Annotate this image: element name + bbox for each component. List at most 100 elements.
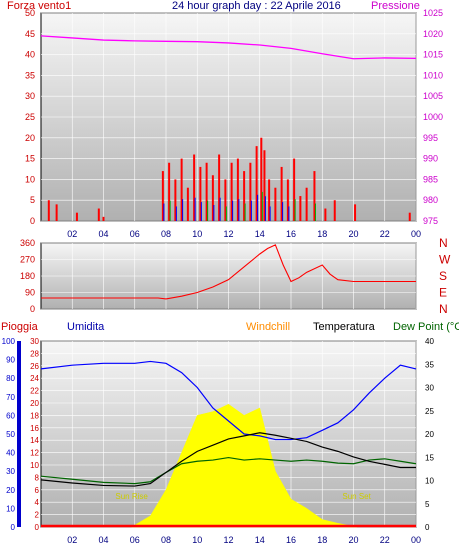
temp-tick-label: 4 <box>35 498 40 507</box>
solar-radiation-area <box>130 403 357 528</box>
pressure-tick-label: 1015 <box>423 50 443 60</box>
rain-tick-label: 80 <box>6 374 15 383</box>
temp-tick-label: 0 <box>35 523 40 532</box>
right-tick-label: 35 <box>425 360 434 369</box>
pressure-tick-label: 980 <box>423 195 438 205</box>
rain-tick-label: 40 <box>6 449 15 458</box>
right-tick-label: 40 <box>425 337 434 346</box>
wind-tick-label: 35 <box>25 70 35 80</box>
pressure-tick-label: 1000 <box>423 112 443 122</box>
dewpoint-line <box>40 456 417 485</box>
pressure-tick-label: 1005 <box>423 91 443 101</box>
rain-tick-label: 20 <box>6 486 15 495</box>
compass-label: N <box>439 302 448 316</box>
x-tick-label: 20 <box>348 229 358 239</box>
wind-tick-label: 40 <box>25 50 35 60</box>
x-tick-label: 04 <box>98 535 108 545</box>
right-tick-label: 25 <box>425 407 434 416</box>
right-tick-label: 15 <box>425 453 434 462</box>
pressure-line <box>40 35 417 60</box>
rain-tick-label: 70 <box>6 393 15 402</box>
x-tick-label: 14 <box>255 535 265 545</box>
wind-axis-title: Forza vento1 <box>7 0 72 12</box>
pressure-tick-label: 1025 <box>423 8 443 18</box>
x-tick-label: 14 <box>255 229 265 239</box>
pressure-axis-title: Pressione <box>371 0 420 12</box>
temp-tick-label: 10 <box>30 461 39 470</box>
rain-axis-title: Pioggia <box>1 321 38 333</box>
x-tick-label: 22 <box>380 535 390 545</box>
temp-tick-label: 26 <box>30 362 39 371</box>
temp-tick-label: 8 <box>35 473 40 482</box>
pressure-tick-label: 995 <box>423 133 438 143</box>
temp-tick-label: 14 <box>30 436 39 445</box>
x-tick-label: 02 <box>67 535 77 545</box>
right-tick-label: 30 <box>425 384 434 393</box>
temp-tick-label: 28 <box>30 349 39 358</box>
pressure-tick-label: 985 <box>423 174 438 184</box>
winddir-tick-label: 180 <box>20 271 35 281</box>
x-tick-label: 08 <box>161 535 171 545</box>
rain-tick-label: 30 <box>6 467 15 476</box>
x-tick-label: 06 <box>130 229 140 239</box>
compass-label: E <box>439 286 447 300</box>
dewpoint-title: Dew Point (°C <box>393 321 459 333</box>
wind-tick-label: 30 <box>25 91 35 101</box>
pressure-tick-label: 1010 <box>423 70 443 80</box>
temp-tick-label: 2 <box>35 511 40 520</box>
wind-tick-label: 25 <box>25 112 35 122</box>
temp-tick-label: 22 <box>30 387 39 396</box>
x-tick-label: 16 <box>286 535 296 545</box>
windchill-title: Windchill <box>246 321 291 333</box>
humidity-axis-bar <box>17 341 21 527</box>
compass-label: N <box>439 236 448 250</box>
x-tick-label: 00 <box>411 229 421 239</box>
wind-direction-line <box>41 244 416 300</box>
sun-set-label: Sun Set <box>342 492 371 501</box>
rain-tick-label: 90 <box>6 356 15 365</box>
x-tick-label: 12 <box>223 229 233 239</box>
wind-tick-label: 15 <box>25 154 35 164</box>
pressure-tick-label: 1020 <box>423 29 443 39</box>
right-tick-label: 20 <box>425 430 434 439</box>
rain-tick-label: 50 <box>6 430 15 439</box>
wind-tick-label: 20 <box>25 133 35 143</box>
sun-rise-label: Sun Rise <box>115 492 148 501</box>
x-tick-label: 18 <box>317 229 327 239</box>
x-tick-label: 02 <box>67 229 77 239</box>
x-tick-label: 10 <box>192 535 202 545</box>
humidity-axis-title: Umidita <box>67 321 105 333</box>
rain-tick-label: 10 <box>6 504 15 513</box>
wind-tick-label: 5 <box>30 195 35 205</box>
temp-tick-label: 30 <box>30 337 39 346</box>
right-tick-label: 5 <box>425 500 430 509</box>
x-tick-label: 10 <box>192 229 202 239</box>
right-tick-label: 10 <box>425 477 434 486</box>
pressure-tick-label: 975 <box>423 216 438 226</box>
temp-tick-label: 24 <box>30 374 39 383</box>
temp-tick-label: 12 <box>30 449 39 458</box>
x-tick-label: 18 <box>317 535 327 545</box>
winddir-tick-label: 90 <box>25 288 35 298</box>
temp-tick-label: 20 <box>30 399 39 408</box>
x-tick-label: 06 <box>130 535 140 545</box>
wind-tick-label: 50 <box>25 8 35 18</box>
rain-tick-label: 60 <box>6 411 15 420</box>
winddir-tick-label: 360 <box>20 238 35 248</box>
compass-label: S <box>439 269 447 283</box>
x-tick-label: 00 <box>411 535 421 545</box>
compass-label: W <box>439 253 451 267</box>
x-tick-label: 04 <box>98 229 108 239</box>
rain-tick-label: 0 <box>11 523 16 532</box>
temp-tick-label: 16 <box>30 424 39 433</box>
x-tick-label: 22 <box>380 229 390 239</box>
x-tick-label: 16 <box>286 229 296 239</box>
x-tick-label: 12 <box>223 535 233 545</box>
right-tick-label: 0 <box>425 523 430 532</box>
temp-tick-label: 18 <box>30 411 39 420</box>
pressure-tick-label: 990 <box>423 154 438 164</box>
winddir-tick-label: 270 <box>20 255 35 265</box>
winddir-tick-label: 0 <box>30 304 35 314</box>
temp-tick-label: 6 <box>35 486 40 495</box>
